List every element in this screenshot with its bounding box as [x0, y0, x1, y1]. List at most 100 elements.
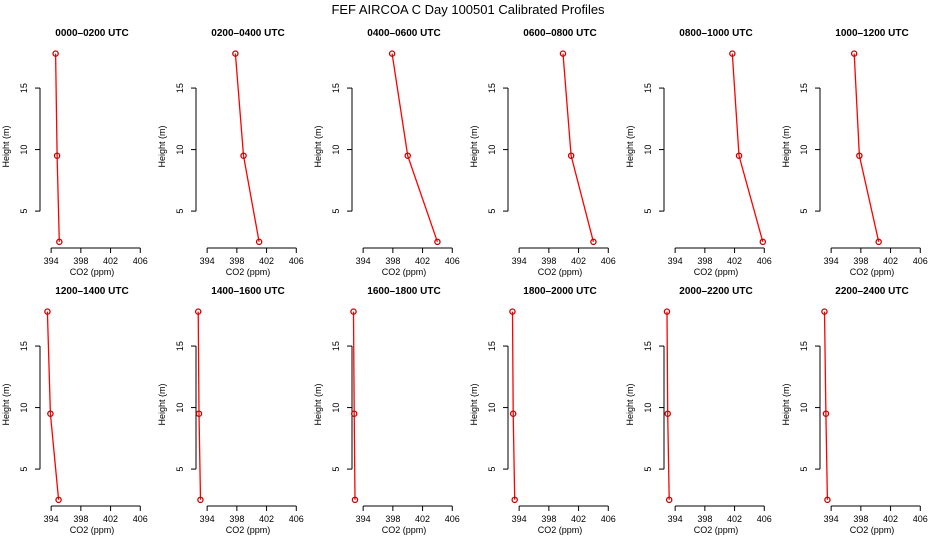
data-point [664, 410, 671, 417]
y-tick-label: 15 [643, 83, 653, 93]
x-tick-label: 398 [229, 256, 244, 266]
y-tick-label: 10 [487, 403, 497, 413]
x-tick-label: 406 [757, 256, 772, 266]
data-point [559, 50, 567, 57]
x-tick-label: 406 [757, 514, 772, 524]
y-tick-label: 10 [643, 403, 653, 413]
x-tick-label: 394 [668, 256, 683, 266]
x-tick-label: 394 [200, 256, 215, 266]
x-tick-label: 406 [133, 514, 148, 524]
y-tick-label: 10 [799, 145, 809, 155]
x-tick-label: 394 [668, 514, 683, 524]
x-axis-label: CO2 (ppm) [538, 525, 583, 535]
y-tick-label: 10 [19, 403, 29, 413]
y-tick-label: 5 [331, 467, 341, 472]
panel-title: 2200–2400 UTC [835, 286, 908, 297]
x-tick-label: 394 [824, 256, 839, 266]
x-axis-label: CO2 (ppm) [538, 267, 583, 277]
profile-line [731, 53, 764, 242]
data-point [511, 496, 518, 504]
data-point [388, 50, 396, 57]
panel-10: 1800–2000 UTC 394 398 402 406 CO2 (ppm) 5 10 15 H… [469, 286, 616, 535]
y-axis-label: Height (m) [781, 383, 791, 425]
x-tick-label: 394 [44, 514, 59, 524]
x-axis-label: CO2 (ppm) [70, 267, 115, 277]
y-tick-label: 15 [487, 83, 497, 93]
data-point [759, 238, 767, 246]
y-tick-label: 10 [175, 145, 185, 155]
y-tick-label: 5 [799, 209, 809, 214]
data-point [590, 238, 597, 246]
data-point [822, 410, 830, 417]
x-tick-label: 406 [289, 514, 304, 524]
x-tick-label: 398 [853, 514, 868, 524]
x-tick-label: 398 [853, 256, 868, 266]
y-tick-label: 15 [487, 341, 497, 351]
panel-title: 2000–2200 UTC [679, 286, 752, 297]
x-axis-label: CO2 (ppm) [694, 525, 739, 535]
panel-7: 1200–1400 UTC 394 398 402 406 CO2 (ppm) 5 10 15 H… [1, 286, 148, 535]
x-tick-label: 402 [883, 256, 898, 266]
panel-title: 0800–1000 UTC [679, 28, 752, 39]
x-tick-label: 394 [356, 514, 371, 524]
panel-5: 0800–1000 UTC 394 398 402 406 CO2 (ppm) 5 10 15 H… [625, 28, 772, 277]
data-point [44, 308, 51, 315]
data-point [824, 496, 831, 504]
x-tick-label: 402 [415, 256, 430, 266]
panel-title: 0400–0600 UTC [367, 28, 440, 39]
y-tick-label: 10 [487, 145, 497, 155]
data-point [351, 496, 359, 504]
profile-line [46, 311, 60, 500]
y-tick-label: 10 [643, 145, 653, 155]
panel-2: 0200–0400 UTC 394 398 402 406 CO2 (ppm) 5 10 15 H… [157, 28, 304, 277]
y-axis-label: Height (m) [313, 125, 323, 167]
x-tick-label: 398 [541, 514, 556, 524]
profile-line [853, 53, 880, 242]
data-point [47, 410, 54, 417]
data-point [255, 238, 263, 246]
panel-9: 1600–1800 UTC 394 398 402 406 CO2 (ppm) 5 10 15 H… [313, 286, 460, 535]
y-tick-label: 15 [799, 341, 809, 351]
x-axis-label: CO2 (ppm) [226, 525, 271, 535]
profile-line [562, 53, 595, 242]
x-tick-label: 394 [512, 256, 527, 266]
data-point [821, 308, 828, 315]
data-point [735, 152, 743, 159]
x-tick-label: 402 [259, 514, 274, 524]
y-tick-label: 5 [799, 467, 809, 472]
y-tick-label: 10 [331, 403, 341, 413]
panel-12: 2200–2400 UTC 394 398 402 406 CO2 (ppm) 5 10 15 H… [781, 286, 928, 535]
y-axis-label: Height (m) [469, 125, 479, 167]
x-tick-label: 406 [601, 256, 616, 266]
data-point [434, 238, 441, 246]
x-axis-label: CO2 (ppm) [694, 267, 739, 277]
y-axis-label: Height (m) [313, 383, 323, 425]
profile-line [666, 311, 670, 500]
y-tick-label: 5 [175, 209, 185, 214]
profile-line [197, 311, 202, 500]
panel-title: 0600–0800 UTC [523, 28, 596, 39]
panel-8: 1400–1600 UTC 394 398 402 406 CO2 (ppm) 5 10 15 H… [157, 286, 304, 535]
data-point [197, 496, 204, 504]
panel-title: 0200–0400 UTC [211, 28, 284, 39]
panel-title: 1000–1200 UTC [835, 28, 908, 39]
data-point [53, 152, 61, 159]
x-tick-label: 406 [601, 514, 616, 524]
x-tick-label: 402 [103, 514, 118, 524]
x-tick-label: 394 [356, 256, 371, 266]
y-tick-label: 15 [175, 341, 185, 351]
x-tick-label: 402 [571, 514, 586, 524]
data-point [567, 152, 575, 159]
y-tick-label: 5 [19, 467, 29, 472]
data-point [232, 50, 239, 57]
x-tick-label: 402 [727, 514, 742, 524]
panel-title: 1800–2000 UTC [523, 286, 596, 297]
x-tick-label: 406 [445, 514, 460, 524]
panel-title: 1400–1600 UTC [211, 286, 284, 297]
y-axis-label: Height (m) [1, 383, 11, 425]
x-tick-label: 402 [883, 514, 898, 524]
profile-line [352, 311, 356, 500]
x-tick-label: 398 [697, 514, 712, 524]
main-title: FEF AIRCOA C Day 100501 Calibrated Profi… [331, 2, 605, 17]
panel-4: 0600–0800 UTC 394 398 402 406 CO2 (ppm) 5 10 15 H… [469, 28, 616, 277]
